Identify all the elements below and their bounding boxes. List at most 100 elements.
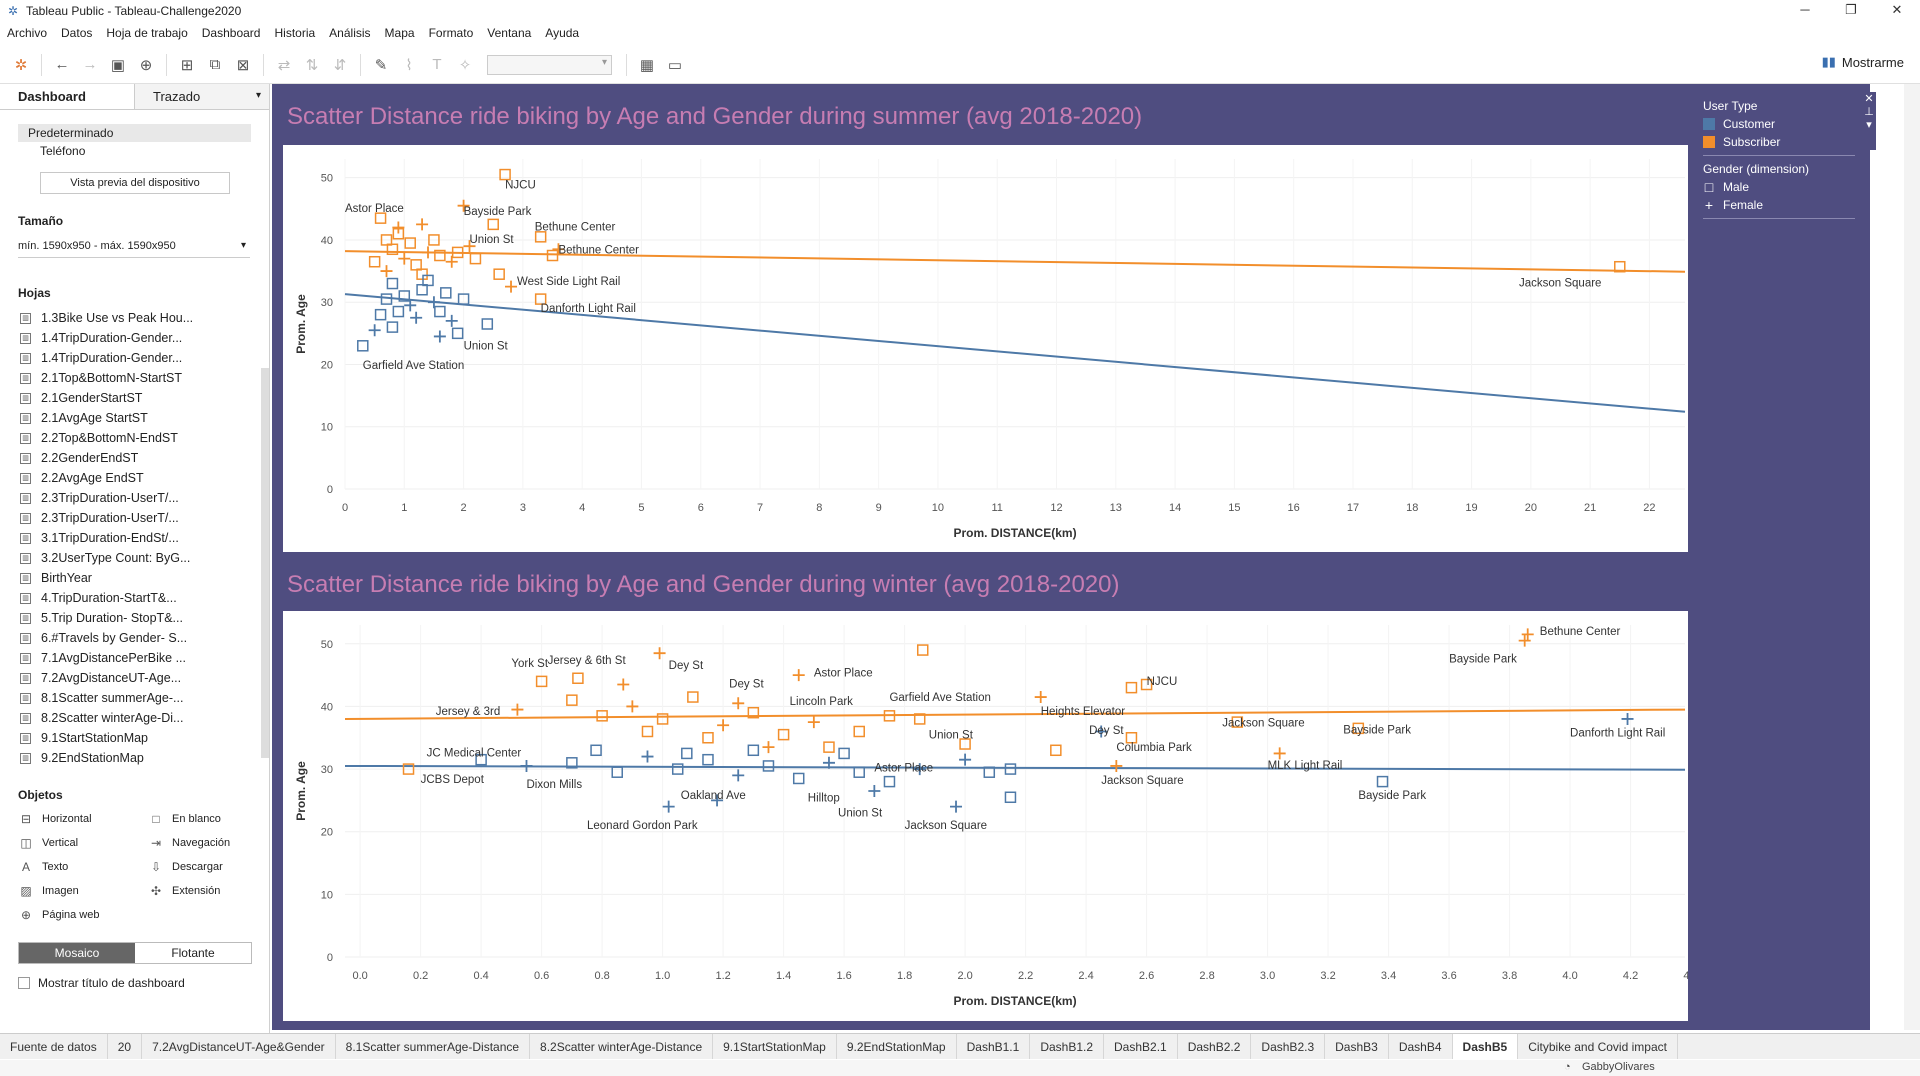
data-point-male[interactable] [853, 725, 865, 738]
user-name[interactable]: GabbyOlivares [1582, 1061, 1655, 1073]
data-point-male[interactable] [702, 732, 714, 744]
maximize-icon[interactable]: ❐ [1845, 2, 1857, 17]
object-download[interactable]: ⇩ Descargar [148, 858, 268, 876]
data-point-male[interactable] [398, 290, 411, 302]
data-point-male[interactable] [434, 249, 446, 262]
sheet-tab[interactable]: DashB2.3 [1251, 1034, 1326, 1059]
sheet-item[interactable]: ▥ 8.2Scatter winterAge-Di... [0, 708, 269, 728]
data-point-male[interactable] [590, 744, 602, 757]
data-point-male[interactable] [916, 644, 929, 656]
sheet-item[interactable]: ▥ 2.3TripDuration-UserT/... [0, 488, 269, 508]
data-point-male[interactable] [1231, 716, 1244, 728]
data-point-male[interactable] [392, 227, 405, 240]
data-point-male[interactable] [374, 308, 387, 321]
sheet-tab[interactable]: 8.2Scatter winterAge-Distance [530, 1034, 714, 1059]
tableau-home-icon[interactable]: ✲ [14, 56, 28, 74]
data-point-male[interactable] [416, 284, 428, 296]
show-me-button[interactable]: ▮▮ Mostrarme [1822, 54, 1904, 70]
data-point-male[interactable] [1004, 791, 1017, 804]
sheet-item[interactable]: ▥ 1.4TripDuration-Gender... [0, 328, 269, 348]
data-point-female[interactable] [913, 763, 926, 776]
data-point-male[interactable] [747, 706, 760, 719]
vertical-scrollbar[interactable] [1904, 84, 1920, 1030]
data-point-female[interactable] [520, 759, 533, 772]
sheet-tab[interactable]: 20 [108, 1034, 143, 1059]
sheet-tab[interactable]: DashB1.1 [957, 1034, 1031, 1059]
sheet-item[interactable]: ▥ 8.1Scatter summerAge-... [0, 688, 269, 708]
sheet-tab[interactable]: DashB1.2 [1030, 1034, 1105, 1059]
data-point-male[interactable] [487, 218, 499, 231]
data-point-female[interactable] [626, 700, 639, 713]
pin-icon[interactable]: ⊥ [1864, 106, 1874, 118]
sheet-item[interactable]: ▥ 7.1AvgDistancePerBike ... [0, 648, 269, 668]
sheet-tab[interactable]: DashB5 [1452, 1034, 1519, 1059]
data-point-female[interactable] [422, 246, 435, 259]
data-point-male[interactable] [823, 741, 835, 753]
data-point-male[interactable] [422, 274, 434, 287]
menu-item[interactable]: Historia [274, 26, 316, 40]
menu-item[interactable]: Ventana [487, 26, 532, 40]
data-point-female[interactable] [717, 719, 730, 732]
data-point-male[interactable] [596, 710, 608, 722]
data-point-male[interactable] [374, 212, 387, 224]
data-point-male[interactable] [493, 268, 505, 280]
fit-dropdown[interactable] [487, 54, 612, 75]
data-point-male[interactable] [386, 321, 399, 333]
menu-item[interactable]: Formato [428, 26, 474, 40]
sheet-item[interactable]: ▥ 7.2AvgDistanceUT-Age... [0, 668, 269, 688]
tiled-button[interactable]: Mosaico [19, 943, 135, 963]
winter-scatter-plot[interactable]: 0 10 20 30 40 50 0.0 0.2 0.4 0.6 0.8 1.0 1.2 1.4 1.6 1.… [283, 611, 1699, 1021]
legend-item-female[interactable]: + Female [1703, 198, 1863, 212]
data-point-female[interactable] [1273, 747, 1286, 760]
sheet-item[interactable]: ▥ BirthYear [0, 568, 269, 588]
data-point-female[interactable] [617, 678, 630, 691]
menu-item[interactable]: Datos [61, 26, 93, 40]
sort-descending-icon[interactable]: ⇵ [333, 56, 347, 74]
data-point-male[interactable] [428, 234, 440, 246]
data-point-male[interactable] [392, 305, 405, 318]
data-point-male[interactable] [1376, 775, 1389, 788]
data-point-female[interactable] [392, 221, 405, 234]
data-point-female[interactable] [410, 311, 423, 324]
data-point-male[interactable] [762, 760, 775, 772]
sheet-item[interactable]: ▥ 3.1TripDuration-EndSt/... [0, 528, 269, 548]
trend-line-subscriber[interactable] [344, 250, 1686, 273]
data-point-male[interactable] [368, 255, 381, 268]
sheet-item[interactable]: ▥ 9.1StartStationMap [0, 728, 269, 748]
group-icon[interactable]: ⌇ [405, 56, 413, 74]
data-point-male[interactable] [1050, 744, 1062, 757]
sheet-item[interactable]: ▥ 2.1Top&BottomN-StartST [0, 368, 269, 388]
labels-icon[interactable]: T [432, 56, 442, 73]
redo-icon[interactable]: → [82, 56, 98, 73]
data-point-male[interactable] [671, 763, 684, 775]
data-point-male[interactable] [1004, 763, 1017, 775]
device-default[interactable]: Predeterminado [18, 124, 251, 142]
data-point-male[interactable] [1140, 678, 1153, 691]
sheet-item[interactable]: ▥ 2.1AvgAge StartST [0, 408, 269, 428]
menu-item[interactable]: Mapa [384, 26, 415, 40]
show-title-checkbox[interactable] [18, 977, 30, 989]
data-point-male[interactable] [546, 249, 559, 262]
data-point-male[interactable] [475, 753, 487, 766]
data-point-female[interactable] [662, 800, 675, 813]
sheet-item[interactable]: ▥ 2.2Top&BottomN-EndST [0, 428, 269, 448]
data-point-male[interactable] [883, 775, 896, 788]
menu-item[interactable]: Hoja de trabajo [106, 26, 188, 40]
data-point-female[interactable] [398, 252, 411, 265]
data-point-female[interactable] [505, 280, 518, 293]
data-point-male[interactable] [983, 766, 996, 778]
trend-line-subscriber[interactable] [344, 708, 1686, 720]
object-image[interactable]: ▨ Imagen [18, 882, 148, 900]
sort-ascending-icon[interactable]: ⇅ [305, 56, 319, 74]
menu-item[interactable]: Análisis [329, 26, 371, 40]
sheet-tab[interactable]: 9.2EndStationMap [837, 1034, 957, 1059]
new-data-source-icon[interactable]: ⊕ [139, 56, 153, 74]
data-point-male[interactable] [416, 268, 428, 280]
data-point-female[interactable] [653, 647, 666, 660]
object-webpage[interactable]: ⊕ Página web [18, 906, 148, 924]
data-point-male[interactable] [386, 277, 399, 290]
data-point-male[interactable] [681, 747, 693, 760]
data-point-male[interactable] [566, 757, 578, 769]
data-point-male[interactable] [380, 234, 393, 246]
device-preview-button[interactable]: Vista previa del dispositivo [40, 172, 230, 194]
